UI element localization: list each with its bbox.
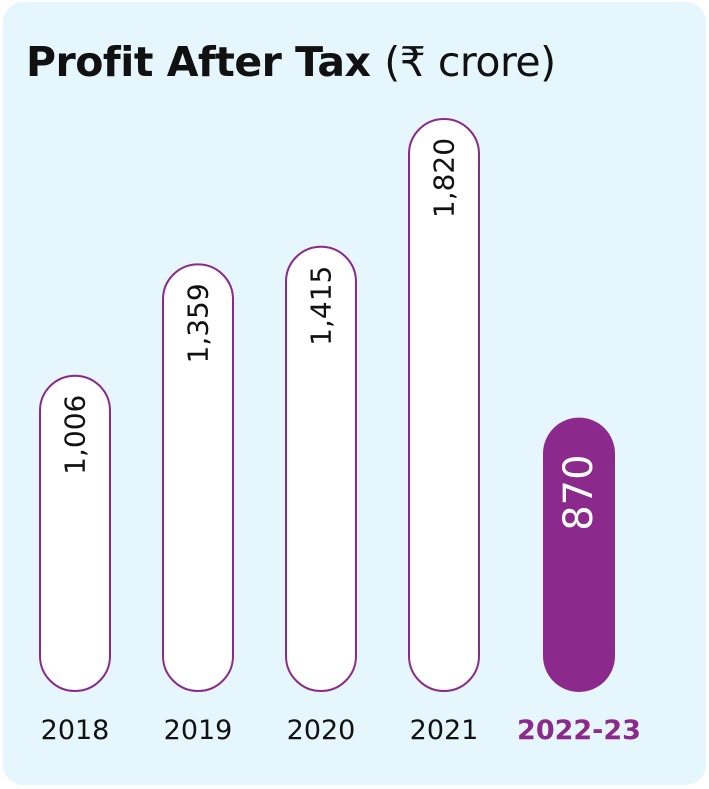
bar-2021 xyxy=(408,118,480,692)
data-label-2018: 1,006 xyxy=(59,395,92,475)
bar-2018 xyxy=(39,374,111,692)
data-label-2022-23: 870 xyxy=(556,454,602,530)
chart-title-unit: (₹ crore) xyxy=(384,38,556,86)
bar-2022-23 xyxy=(543,417,615,692)
chart-title-main: Profit After Tax xyxy=(26,38,371,86)
category-label-2018: 2018 xyxy=(41,715,110,746)
data-label-2021: 1,820 xyxy=(428,138,461,218)
data-label-2020: 1,415 xyxy=(305,266,338,346)
bar-2019 xyxy=(162,263,234,692)
bar-2020 xyxy=(285,245,357,692)
category-label-2021: 2021 xyxy=(410,715,479,746)
category-label-2020: 2020 xyxy=(287,715,356,746)
chart-title: Profit After Tax (₹ crore) xyxy=(26,32,556,92)
category-label-2022-23: 2022-23 xyxy=(517,715,641,746)
data-label-2019: 1,359 xyxy=(182,283,215,363)
category-label-2019: 2019 xyxy=(164,715,233,746)
